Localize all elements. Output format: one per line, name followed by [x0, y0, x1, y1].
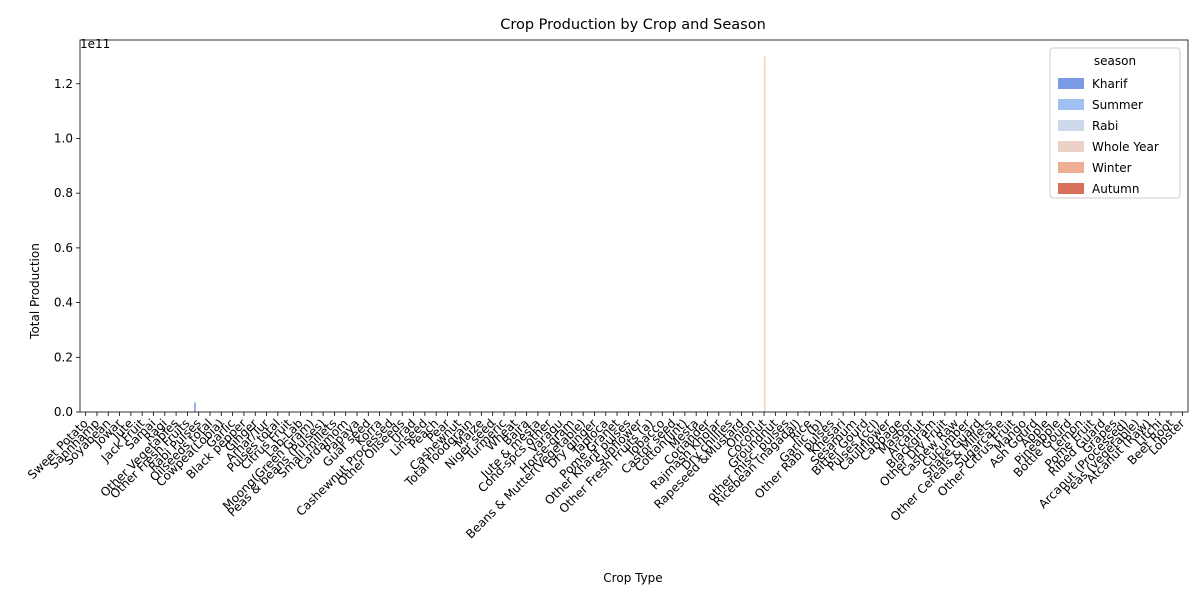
- y-tick-label: 0.4: [54, 296, 73, 310]
- legend-label: Rabi: [1092, 119, 1118, 133]
- legend-label: Autumn: [1092, 182, 1139, 196]
- y-tick-label: 0.6: [54, 241, 73, 255]
- legend-swatch: [1058, 120, 1084, 131]
- y-tick-label: 1.0: [54, 131, 73, 145]
- plot-frame: [79, 39, 1189, 413]
- legend: season Kharif Summer Rabi Whole Year Winter A…: [1049, 47, 1181, 199]
- y-tick-label: 0.8: [54, 186, 73, 200]
- bar-rice-kharif: [804, 410, 807, 412]
- axes-border: [79, 39, 1189, 413]
- bar-coconut-whole-year: [764, 56, 766, 412]
- x-axis-label: Crop Type: [603, 571, 662, 585]
- legend-swatch: [1058, 183, 1084, 194]
- y-tick-label: 0.0: [54, 405, 73, 419]
- legend-label: Summer: [1092, 98, 1143, 112]
- y-axis-ticks: 0.0 0.2 0.4 0.6 0.8 1.0 1.2: [54, 77, 80, 419]
- legend-swatch: [1058, 78, 1084, 89]
- y-axis-label: Total Production: [28, 243, 42, 340]
- y-tick-label: 0.2: [54, 350, 73, 364]
- legend-entries: Kharif Summer Rabi Whole Year Winter Autumn: [1058, 77, 1159, 196]
- legend-swatch: [1058, 162, 1084, 173]
- legend-label: Winter: [1092, 161, 1132, 175]
- chart-title: Crop Production by Crop and Season: [500, 17, 766, 33]
- y-tick-label: 1.2: [54, 77, 73, 91]
- legend-label: Kharif: [1092, 77, 1128, 91]
- y-axis-offset-label: 1e11: [80, 37, 110, 51]
- bar-rabi-pulses-kharif: [194, 402, 196, 412]
- legend-swatch: [1058, 141, 1084, 152]
- legend-title: season: [1094, 54, 1136, 68]
- legend-label: Whole Year: [1092, 140, 1159, 154]
- legend-swatch: [1058, 99, 1084, 110]
